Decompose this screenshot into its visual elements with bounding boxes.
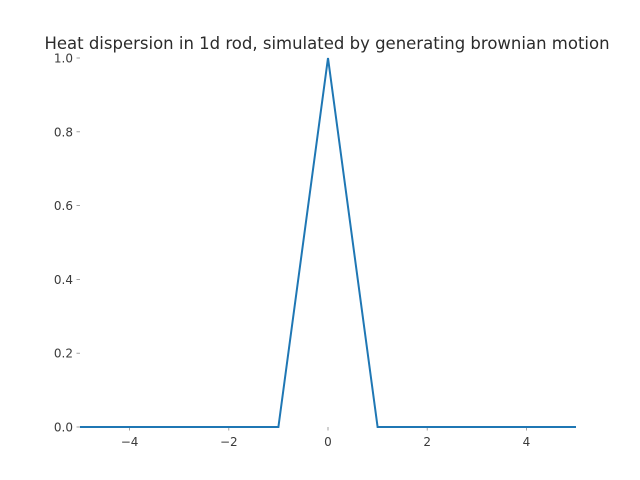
series-line-0 <box>80 57 576 428</box>
y-tick-label: 0.8 <box>54 125 73 139</box>
x-tick-label: −4 <box>121 435 139 449</box>
y-axis: 0.0 0.2 0.4 0.6 0.8 1.0 <box>54 52 80 435</box>
y-tick-label: 0.6 <box>54 199 73 213</box>
y-tick-label: 0.4 <box>54 273 73 287</box>
x-tick-label: −2 <box>220 435 238 449</box>
y-tick-label: 1.0 <box>54 52 73 66</box>
y-tick-label: 0.2 <box>54 347 73 361</box>
x-tick-label: 4 <box>523 435 531 449</box>
x-tick-label: 0 <box>324 435 332 449</box>
chart-title: Heat dispersion in 1d rod, simulated by … <box>44 34 609 53</box>
x-tick-label: 2 <box>423 435 431 449</box>
plot-area <box>80 57 576 428</box>
y-tick-label: 0.0 <box>54 421 73 435</box>
